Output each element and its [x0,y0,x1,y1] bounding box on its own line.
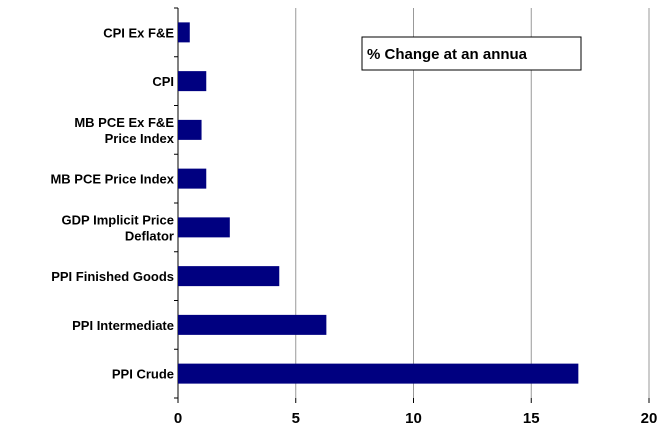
y-tick-label: GDP Implicit Price Deflator [62,212,174,243]
bar [178,22,190,43]
bar [178,119,202,140]
y-tick-label: PPI Finished Goods [51,269,174,284]
y-tick-label: PPI Crude [112,367,174,382]
x-tick-label: 0 [174,410,182,427]
y-tick-label: PPI Intermediate [72,318,174,333]
bar [178,217,230,238]
y-tick-label: CPI [152,74,174,89]
x-tick-label: 20 [641,410,658,427]
annotation-box [361,36,582,71]
x-tick-label: 15 [523,410,540,427]
bar [178,314,327,335]
bar [178,363,579,384]
y-tick-label: MB PCE Ex F&E Price Index [74,115,174,146]
y-tick-label: MB PCE Price Index [50,172,174,187]
y-tick-label: CPI Ex F&E [103,25,174,40]
bar [178,168,207,189]
x-tick-label: 5 [292,410,300,427]
bar [178,71,207,92]
bar [178,266,280,287]
annotation: % Change at an annua [367,46,528,63]
x-tick-label: 10 [405,410,422,427]
